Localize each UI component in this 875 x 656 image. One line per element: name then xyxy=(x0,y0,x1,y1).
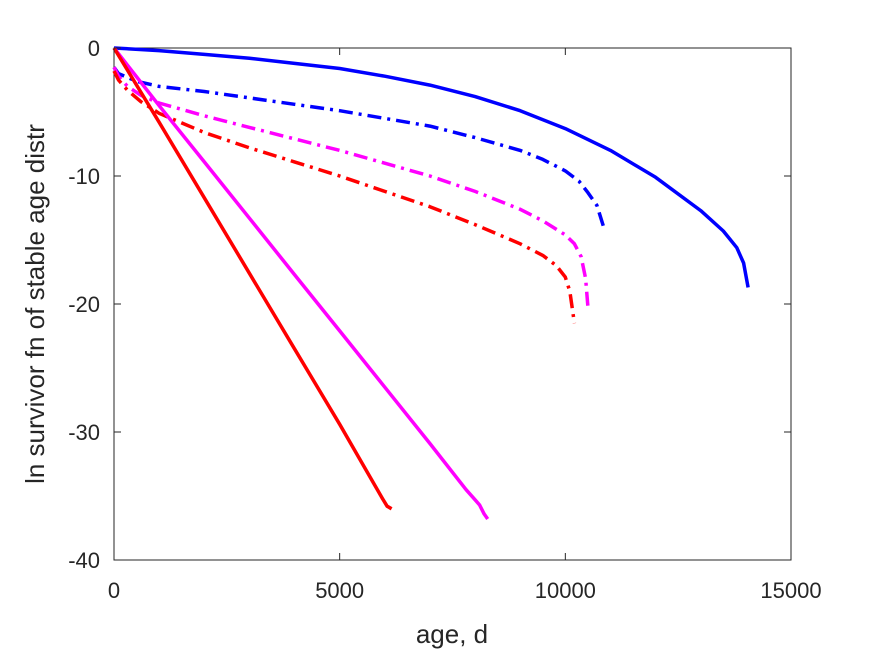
series-line-5 xyxy=(112,46,490,521)
y-tick-label: -10 xyxy=(68,164,100,189)
x-tick-label: 15000 xyxy=(760,578,821,603)
series-layer xyxy=(112,46,750,521)
x-tick-label: 0 xyxy=(108,578,120,603)
x-axis-title: age, d xyxy=(416,619,488,649)
y-tick-label: -40 xyxy=(68,548,100,573)
y-tick-label: -30 xyxy=(68,420,100,445)
series-line-1 xyxy=(113,46,750,288)
plot-area xyxy=(113,47,792,561)
tick-layer: 0 5000 10000 15000 -40 -30 -20 -10 0 xyxy=(68,36,821,603)
series-line-6 xyxy=(112,47,393,511)
series-line-4 xyxy=(112,70,577,324)
y-tick-label: 0 xyxy=(88,36,100,61)
y-axis-title: ln survivor fn of stable age distr xyxy=(20,124,50,484)
x-tick-label: 10000 xyxy=(535,578,596,603)
series-line-2 xyxy=(112,66,606,228)
y-tick-label: -20 xyxy=(68,292,100,317)
x-tick-label: 5000 xyxy=(315,578,364,603)
